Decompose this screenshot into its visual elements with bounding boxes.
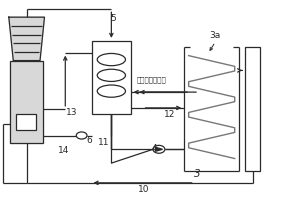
Text: 14: 14 — [58, 146, 70, 155]
Bar — [16, 114, 37, 130]
Polygon shape — [155, 147, 163, 151]
Text: 10: 10 — [138, 185, 150, 194]
Text: 产品气体送用户: 产品气体送用户 — [136, 76, 166, 83]
Ellipse shape — [97, 85, 125, 97]
Ellipse shape — [97, 53, 125, 66]
Text: 12: 12 — [164, 110, 175, 119]
Bar — [245, 47, 260, 171]
Text: 11: 11 — [98, 138, 110, 147]
Bar — [10, 61, 43, 143]
Text: 13: 13 — [65, 108, 77, 117]
Ellipse shape — [97, 69, 125, 81]
Text: 3a: 3a — [210, 31, 221, 40]
Text: 3: 3 — [194, 169, 201, 179]
Polygon shape — [10, 61, 43, 143]
Text: 4: 4 — [152, 144, 157, 153]
Text: 5: 5 — [110, 14, 116, 23]
Bar — [92, 41, 131, 114]
Text: 6: 6 — [86, 136, 92, 145]
Polygon shape — [9, 17, 44, 61]
